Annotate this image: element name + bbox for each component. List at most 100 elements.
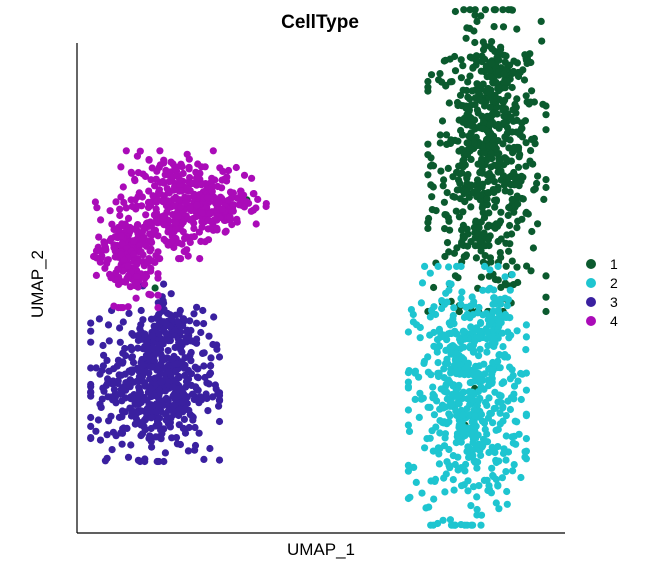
point-celltype-1 (540, 195, 548, 203)
point-celltype-3 (193, 339, 201, 347)
point-celltype-2 (452, 370, 460, 378)
point-celltype-3 (104, 393, 112, 401)
point-celltype-2 (411, 395, 419, 403)
point-celltype-1 (477, 273, 485, 281)
point-celltype-4 (203, 193, 211, 202)
point-celltype-2 (446, 516, 454, 524)
point-celltype-3 (215, 402, 223, 410)
point-celltype-1 (447, 136, 455, 144)
point-celltype-3 (215, 417, 224, 426)
point-celltype-4 (172, 225, 180, 233)
point-celltype-2 (418, 489, 426, 497)
point-celltype-2 (457, 300, 465, 309)
point-celltype-2 (476, 333, 484, 341)
point-celltype-4 (218, 205, 227, 213)
point-celltype-1 (505, 173, 513, 181)
point-celltype-1 (436, 131, 444, 139)
point-celltype-2 (450, 320, 458, 328)
point-celltype-1 (499, 23, 508, 31)
point-celltype-3 (179, 389, 187, 397)
point-celltype-2 (443, 395, 451, 403)
point-celltype-2 (449, 521, 457, 529)
point-celltype-3 (200, 362, 208, 370)
point-celltype-4 (132, 279, 140, 287)
point-celltype-2 (522, 369, 531, 377)
point-celltype-1 (469, 64, 477, 72)
point-celltype-4 (177, 203, 185, 211)
point-celltype-3 (168, 331, 176, 339)
point-celltype-1 (495, 157, 503, 165)
point-celltype-1 (502, 239, 510, 247)
point-celltype-2 (514, 377, 522, 385)
point-celltype-3 (137, 306, 145, 315)
point-celltype-4 (213, 226, 221, 234)
point-celltype-3 (200, 320, 208, 328)
point-celltype-3 (175, 374, 183, 382)
point-celltype-1 (453, 186, 461, 194)
point-celltype-4 (132, 294, 140, 302)
point-celltype-2 (454, 466, 462, 474)
point-celltype-3 (87, 327, 95, 335)
point-celltype-4 (134, 169, 142, 177)
point-celltype-1 (480, 148, 488, 157)
point-celltype-3 (139, 367, 147, 375)
point-celltype-1 (474, 160, 482, 168)
point-celltype-4 (144, 219, 152, 227)
point-celltype-1 (502, 52, 510, 60)
point-celltype-3 (126, 383, 134, 391)
point-celltype-4 (252, 204, 260, 212)
point-celltype-3 (147, 424, 155, 433)
point-celltype-1 (485, 242, 493, 250)
point-celltype-4 (97, 216, 105, 224)
point-celltype-1 (477, 12, 485, 20)
point-celltype-3 (191, 441, 200, 450)
point-celltype-2 (485, 394, 493, 402)
point-celltype-4 (228, 221, 236, 229)
point-celltype-4 (183, 246, 191, 254)
point-celltype-2 (484, 414, 492, 422)
point-celltype-4 (233, 215, 241, 223)
point-celltype-4 (204, 225, 212, 233)
point-celltype-2 (507, 394, 515, 402)
point-celltype-1 (464, 78, 472, 86)
point-celltype-1 (476, 96, 484, 104)
point-celltype-3 (124, 453, 133, 461)
point-celltype-1 (476, 169, 484, 177)
point-celltype-1 (508, 69, 517, 77)
point-celltype-4 (177, 161, 185, 169)
point-celltype-4 (114, 304, 122, 312)
point-celltype-4 (186, 203, 194, 211)
point-celltype-2 (491, 388, 499, 396)
point-celltype-2 (468, 388, 476, 396)
point-celltype-3 (100, 387, 108, 395)
point-celltype-4 (204, 216, 212, 224)
point-celltype-1 (510, 168, 518, 177)
point-celltype-1 (471, 11, 479, 19)
legend-label-2: 2 (610, 274, 618, 291)
point-celltype-1 (467, 101, 475, 109)
point-celltype-3 (87, 422, 95, 430)
point-celltype-3 (162, 329, 170, 337)
point-celltype-2 (498, 329, 506, 337)
point-celltype-4 (93, 254, 101, 262)
point-celltype-3 (133, 377, 141, 385)
point-celltype-1 (485, 88, 493, 97)
point-celltype-2 (496, 409, 504, 417)
point-celltype-4 (179, 169, 187, 178)
point-celltype-4 (183, 185, 191, 193)
point-celltype-3 (141, 330, 149, 338)
point-celltype-1 (455, 213, 463, 221)
y-axis-label: UMAP_2 (28, 249, 47, 319)
point-celltype-4 (119, 183, 127, 191)
point-celltype-1 (488, 38, 496, 46)
point-celltype-3 (165, 367, 173, 376)
point-celltype-4 (226, 213, 234, 221)
point-celltype-2 (439, 404, 448, 412)
point-celltype-1 (470, 139, 478, 147)
point-celltype-4 (196, 169, 204, 177)
point-celltype-2 (483, 438, 492, 446)
point-celltype-3 (116, 324, 124, 332)
point-celltype-1 (477, 67, 485, 75)
point-celltype-4 (221, 228, 229, 236)
point-celltype-1 (455, 147, 463, 155)
